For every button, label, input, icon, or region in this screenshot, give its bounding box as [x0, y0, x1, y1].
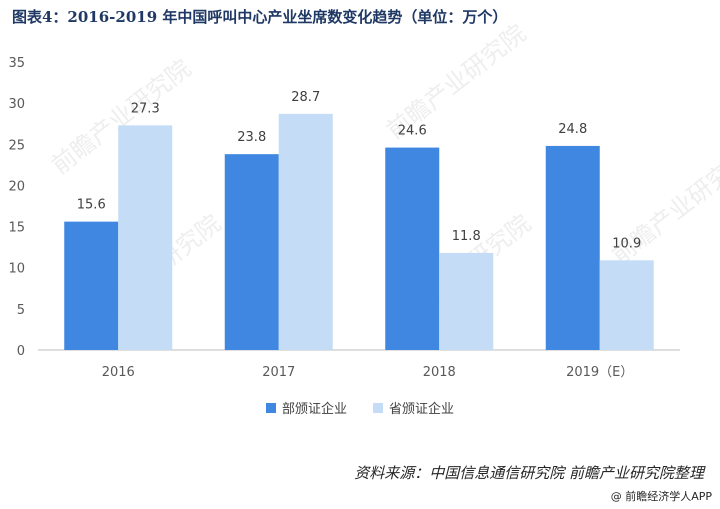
data-label: 23.8: [237, 130, 266, 145]
data-label: 24.6: [398, 124, 427, 139]
footer-credit: @ 前瞻经济学人APP: [610, 490, 712, 503]
legend-label-series-1: 部颁证企业: [281, 402, 347, 417]
data-labels: 15.6 27.3 23.8 28.7 24.6 11.8 24.8 10.9: [77, 90, 641, 251]
y-tick-label: 25: [8, 138, 25, 153]
bar-series-1-3: [385, 147, 440, 350]
data-label: 28.7: [291, 90, 320, 105]
y-tick-label: 20: [8, 179, 25, 194]
data-label: 10.9: [612, 236, 641, 251]
y-tick-label: 0: [17, 344, 25, 359]
data-label: 11.8: [452, 229, 481, 244]
bar-series-1-2: [224, 154, 279, 350]
y-tick-label: 10: [8, 262, 25, 277]
x-tick-label: 2017: [262, 365, 295, 380]
data-label: 27.3: [131, 101, 160, 116]
y-axis: 0 5 10 15 20 25 30 35: [8, 56, 25, 359]
x-axis: 2016 2017 2018 2019（E）: [102, 365, 634, 380]
x-tick-label: 2016: [102, 365, 135, 380]
bar-series-2-3: [439, 252, 494, 350]
data-label: 24.8: [558, 122, 587, 137]
bar-series-1-1: [64, 221, 119, 350]
legend-item-series-1: 部颁证企业: [265, 398, 347, 417]
legend-swatch-series-2: [373, 402, 383, 413]
y-tick-label: 30: [8, 97, 25, 112]
legend-label-series-2: 省颁证企业: [389, 402, 455, 417]
y-tick-label: 15: [8, 221, 25, 236]
y-tick-label: 35: [8, 56, 25, 71]
chart-title: 图表4：2016-2019 年中国呼叫中心产业坐席数变化趋势（单位：万个）: [12, 8, 508, 26]
x-tick-label: 2019（E）: [566, 365, 633, 380]
legend-item-series-2: 省颁证企业: [373, 398, 454, 417]
bars: [64, 113, 654, 350]
bar-series-1-4: [545, 145, 600, 350]
legend: 部颁证企业 省颁证企业: [0, 398, 720, 417]
legend-swatch-series-1: [265, 402, 276, 413]
x-tick-label: 2018: [423, 365, 456, 380]
data-label: 15.6: [77, 198, 106, 213]
bar-series-2-4: [599, 260, 654, 350]
bar-series-2-1: [118, 125, 173, 350]
bar-series-2-2: [278, 113, 333, 350]
y-tick-label: 5: [17, 303, 25, 318]
source-note: 资料来源：中国信息通信研究院 前瞻产业研究院整理: [354, 464, 704, 482]
